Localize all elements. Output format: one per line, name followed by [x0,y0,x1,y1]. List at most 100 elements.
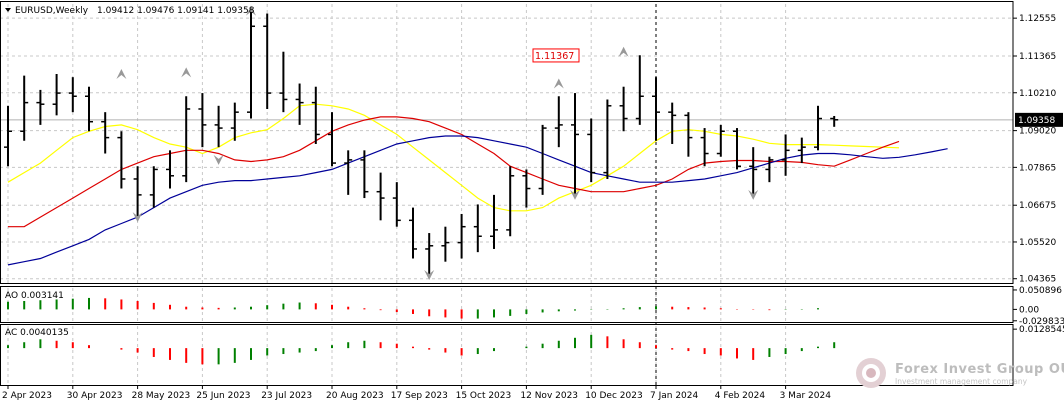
ohlc-bar [198,93,207,148]
time-tick-label: 30 Apr 2023 [67,391,123,401]
price-axis: 1.12555 1.11365 1.10210 1.09020 1.07865 1.066… [1013,14,1064,335]
panel-frames [0,1,1014,386]
time-tick-label: 23 Jul 2023 [261,391,312,401]
time-tick-label: 10 Dec 2023 [585,391,643,401]
ohlc-bar [149,166,158,208]
ohlc-readout: 1.09412 1.09476 1.09141 1.09358 [97,6,255,16]
ohlc-bar [587,118,596,183]
ohlc-bar [311,86,320,144]
current-price-marker: 1.09358 [1015,112,1063,127]
ohlc-bar [522,169,531,208]
ohlc-bar [441,226,450,262]
ohlc-bar [749,147,758,195]
ohlc-bar [392,182,401,227]
time-tick-label: 2 Apr 2023 [2,391,52,401]
ohlc-bar [716,124,725,157]
price-tick-label: 1.05520 [1019,238,1056,248]
time-tick-label: 15 Oct 2023 [456,391,512,401]
ohlc-bar [409,207,417,259]
ohlc-bar [117,131,126,189]
ac-tick-label: 0.0128545 [1019,325,1064,335]
oscillator-bars [7,297,836,365]
fractal-down-arrow-icon [132,212,143,223]
ohlc-bar [166,150,174,189]
moving-average-line-2 [8,116,900,228]
annotation-text: 1.11367 [535,51,574,62]
chart-annotations: 1.11367 [116,5,759,281]
price-tick-label: 1.12555 [1019,14,1056,24]
annotation-box [532,48,580,63]
panel-border-3 [0,324,1014,386]
watermark-logo-core-icon [866,368,876,378]
ohlc-bar [133,166,142,218]
ohlc-bar [814,105,822,151]
time-tick-label: 20 Aug 2023 [326,391,384,401]
ohlc-bar [36,89,45,125]
ao-tick-label: 0.00 [1019,305,1039,315]
current-price-box [1015,112,1063,127]
ohlc-bar [506,166,515,237]
dropdown-triangle-icon[interactable] [5,8,11,12]
ohlc-bar [263,13,272,109]
ohlc-bar [652,77,660,141]
price-tick-label: 1.07865 [1019,163,1056,173]
ohlc-bar [538,124,547,195]
ohlc-bar [344,150,353,195]
ohlc-bar [830,115,839,127]
watermark-company-name: Forex Invest Group OU [895,362,1064,377]
ohlc-bar [781,134,790,176]
high-price-annotation: 1.11367 [532,48,580,63]
price-bars [4,11,839,276]
ohlc-bar [635,55,644,125]
fractal-up-arrow-icon [618,46,629,57]
fractal-down-arrow-icon [213,154,224,165]
ohlc-bar [85,86,93,132]
symbol-label: EURUSD,Weekly [15,6,89,16]
watermark-tagline: Investment management company [895,377,1028,386]
time-tick-label: 3 Mar 2024 [780,391,832,401]
ohlc-bar [4,105,12,167]
ohlc-bar [20,75,29,141]
ohlc-bar [68,77,77,113]
panel-border-1 [0,1,1014,284]
price-tick-label: 1.11365 [1019,52,1056,62]
ohlc-bar [101,112,110,154]
fractal-down-arrow-icon [748,189,759,200]
time-tick-label: 12 Nov 2023 [520,391,578,401]
time-tick-label: 4 Feb 2024 [715,391,766,401]
ao-indicator-label: AO 0.003141 [5,291,64,301]
ohlc-bar [733,128,741,170]
panel-border-2 [0,286,1014,323]
ohlc-bar [295,83,304,125]
moving-average-line-3 [7,135,948,266]
company-watermark: Forex Invest Group OU Investment managem… [856,358,1064,388]
ao-tick-label: 0.050896 [1019,286,1062,296]
ohlc-bar [328,112,336,167]
ohlc-bar [214,105,223,148]
ohlc-bar [797,137,806,164]
time-tick-label: 25 Jun 2023 [196,391,250,401]
ohlc-bar [376,172,385,221]
fractal-down-arrow-icon [570,189,580,200]
ac-indicator-label: AC 0.0040135 [5,328,69,338]
ohlc-bar [182,96,191,183]
ohlc-bar [52,73,61,116]
time-tick-label: 17 Sep 2023 [391,391,448,401]
moving-average-lines [7,103,948,266]
ohlc-bar [571,93,579,195]
ohlc-bar [473,204,482,253]
ohlc-bar [603,99,612,179]
fractal-up-arrow-icon [553,78,564,89]
ohlc-bar [554,96,563,148]
ohlc-bar [490,194,498,249]
moving-average-line-1 [7,103,900,212]
time-tick-label: 7 Jan 2024 [650,391,698,401]
ohlc-bar [700,128,709,167]
time-axis: 2 Apr 2023 30 Apr 2023 28 May 2023 25 Jun 2… [2,385,831,401]
ohlc-bar [279,51,288,113]
chart-header: EURUSD,Weekly 1.09412 1.09476 1.09141 1.… [5,6,255,16]
fractal-up-arrow-icon [246,5,256,16]
ao-tick-label: -0.029833 [1019,317,1064,327]
ohlc-bar [247,11,255,119]
